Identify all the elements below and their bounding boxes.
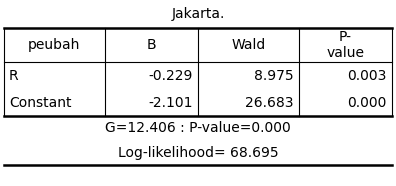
Text: 0.000: 0.000 <box>348 96 387 110</box>
Text: Wald: Wald <box>231 38 266 52</box>
Text: -0.229: -0.229 <box>148 69 193 83</box>
Text: G=12.406 : P-value=0.000: G=12.406 : P-value=0.000 <box>105 121 291 135</box>
Text: peubah: peubah <box>28 38 81 52</box>
Text: -2.101: -2.101 <box>148 96 193 110</box>
Text: R: R <box>9 69 19 83</box>
Text: 8.975: 8.975 <box>254 69 294 83</box>
Text: B: B <box>147 38 156 52</box>
Text: Jakarta.: Jakarta. <box>171 7 225 21</box>
Text: Constant: Constant <box>9 96 72 110</box>
Text: 26.683: 26.683 <box>245 96 294 110</box>
Text: 0.003: 0.003 <box>348 69 387 83</box>
Text: P-
value: P- value <box>326 30 364 60</box>
Text: Log-likelihood= 68.695: Log-likelihood= 68.695 <box>118 145 278 160</box>
